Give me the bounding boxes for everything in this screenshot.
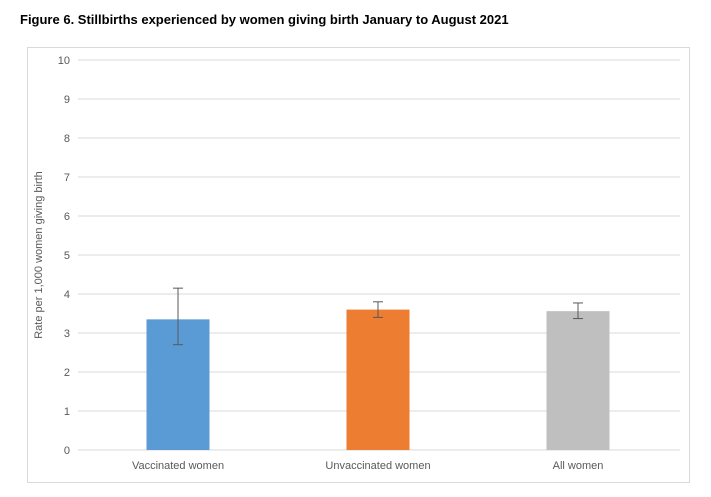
category-label-vaccinated-women: Vaccinated women	[132, 460, 224, 472]
y-tick-label: 6	[64, 211, 70, 223]
y-tick-label: 2	[64, 367, 70, 379]
y-tick-label: 1	[64, 406, 70, 418]
y-tick-label: 5	[64, 250, 70, 262]
bar-unvaccinated-women	[346, 309, 410, 450]
figure-title: Figure 6. Stillbirths experienced by wom…	[20, 12, 509, 27]
chart-frame: 0 1 2 3 4 5 6 7 8 9 10 Rate per 1,000 women giving …	[27, 47, 690, 483]
y-tick-label: 9	[64, 94, 70, 106]
y-tick-label: 7	[64, 172, 70, 184]
y-tick-label: 4	[64, 289, 70, 301]
category-label-unvaccinated-women: Unvaccinated women	[325, 460, 430, 472]
y-tick-label: 0	[64, 445, 70, 457]
y-tick-label: 3	[64, 328, 70, 340]
bar-chart: 0 1 2 3 4 5 6 7 8 9 10 Rate per 1,000 women giving …	[33, 55, 680, 472]
category-label-all-women: All women	[553, 460, 604, 472]
y-tick-label: 10	[58, 55, 70, 67]
y-tick-label: 8	[64, 133, 70, 145]
bar-all-women	[546, 311, 610, 450]
y-axis-title: Rate per 1,000 women giving birth	[33, 171, 45, 339]
